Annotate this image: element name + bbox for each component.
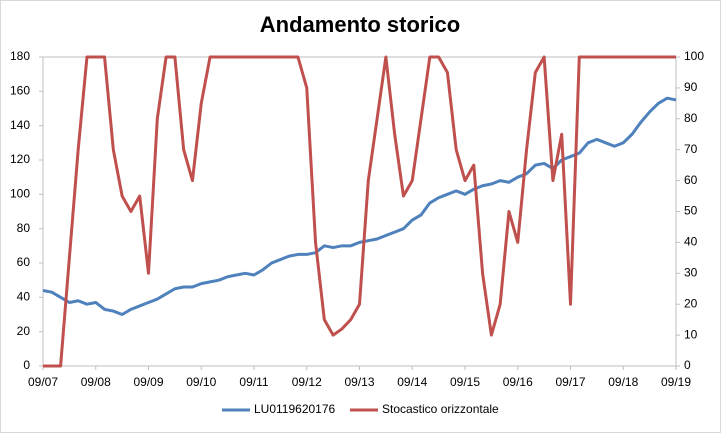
x-tick-label: 09/09 [133, 375, 163, 389]
x-tick-label: 09/18 [608, 375, 638, 389]
x-tick-label: 09/07 [28, 375, 58, 389]
x-tick-label: 09/11 [239, 375, 268, 389]
y-tick-label: 60 [17, 255, 31, 269]
x-tick-label: 09/19 [661, 375, 691, 389]
y-tick-label: 120 [10, 152, 30, 166]
x-tick-label: 09/15 [450, 375, 480, 389]
y-tick-label: 80 [17, 221, 31, 235]
y-tick-label: 100 [10, 187, 30, 201]
x-tick-label: 09/16 [503, 375, 533, 389]
y-tick-label: 180 [10, 49, 30, 63]
y2-tick-label: 70 [684, 142, 698, 156]
y2-tick-label: 50 [684, 204, 698, 218]
x-tick-label: 09/14 [397, 375, 427, 389]
x-tick-label: 09/12 [292, 375, 322, 389]
y2-tick-label: 20 [684, 296, 698, 310]
y2-tick-label: 30 [684, 265, 698, 279]
y2-tick-label: 60 [684, 173, 698, 187]
y-tick-label: 40 [17, 290, 31, 304]
y-tick-label: 160 [10, 84, 30, 98]
legend-label: Stocastico orizzontale [382, 402, 499, 416]
y-tick-label: 0 [23, 358, 30, 372]
x-tick-label: 09/13 [344, 375, 374, 389]
x-tick-label: 09/17 [555, 375, 585, 389]
y2-tick-label: 90 [684, 80, 698, 94]
x-tick-label: 09/08 [81, 375, 111, 389]
y2-tick-label: 0 [684, 358, 691, 372]
x-tick-label: 09/10 [186, 375, 216, 389]
y-tick-label: 20 [17, 324, 31, 338]
series-line [43, 55, 676, 368]
series-line [42, 96, 677, 316]
legend-label: LU0119620176 [254, 402, 336, 416]
y2-tick-label: 40 [684, 235, 698, 249]
y2-tick-label: 80 [684, 111, 698, 125]
y2-tick-label: 10 [684, 327, 698, 341]
y-tick-label: 140 [10, 118, 30, 132]
y2-tick-label: 100 [684, 49, 704, 63]
chart-title: Andamento storico [260, 12, 460, 37]
